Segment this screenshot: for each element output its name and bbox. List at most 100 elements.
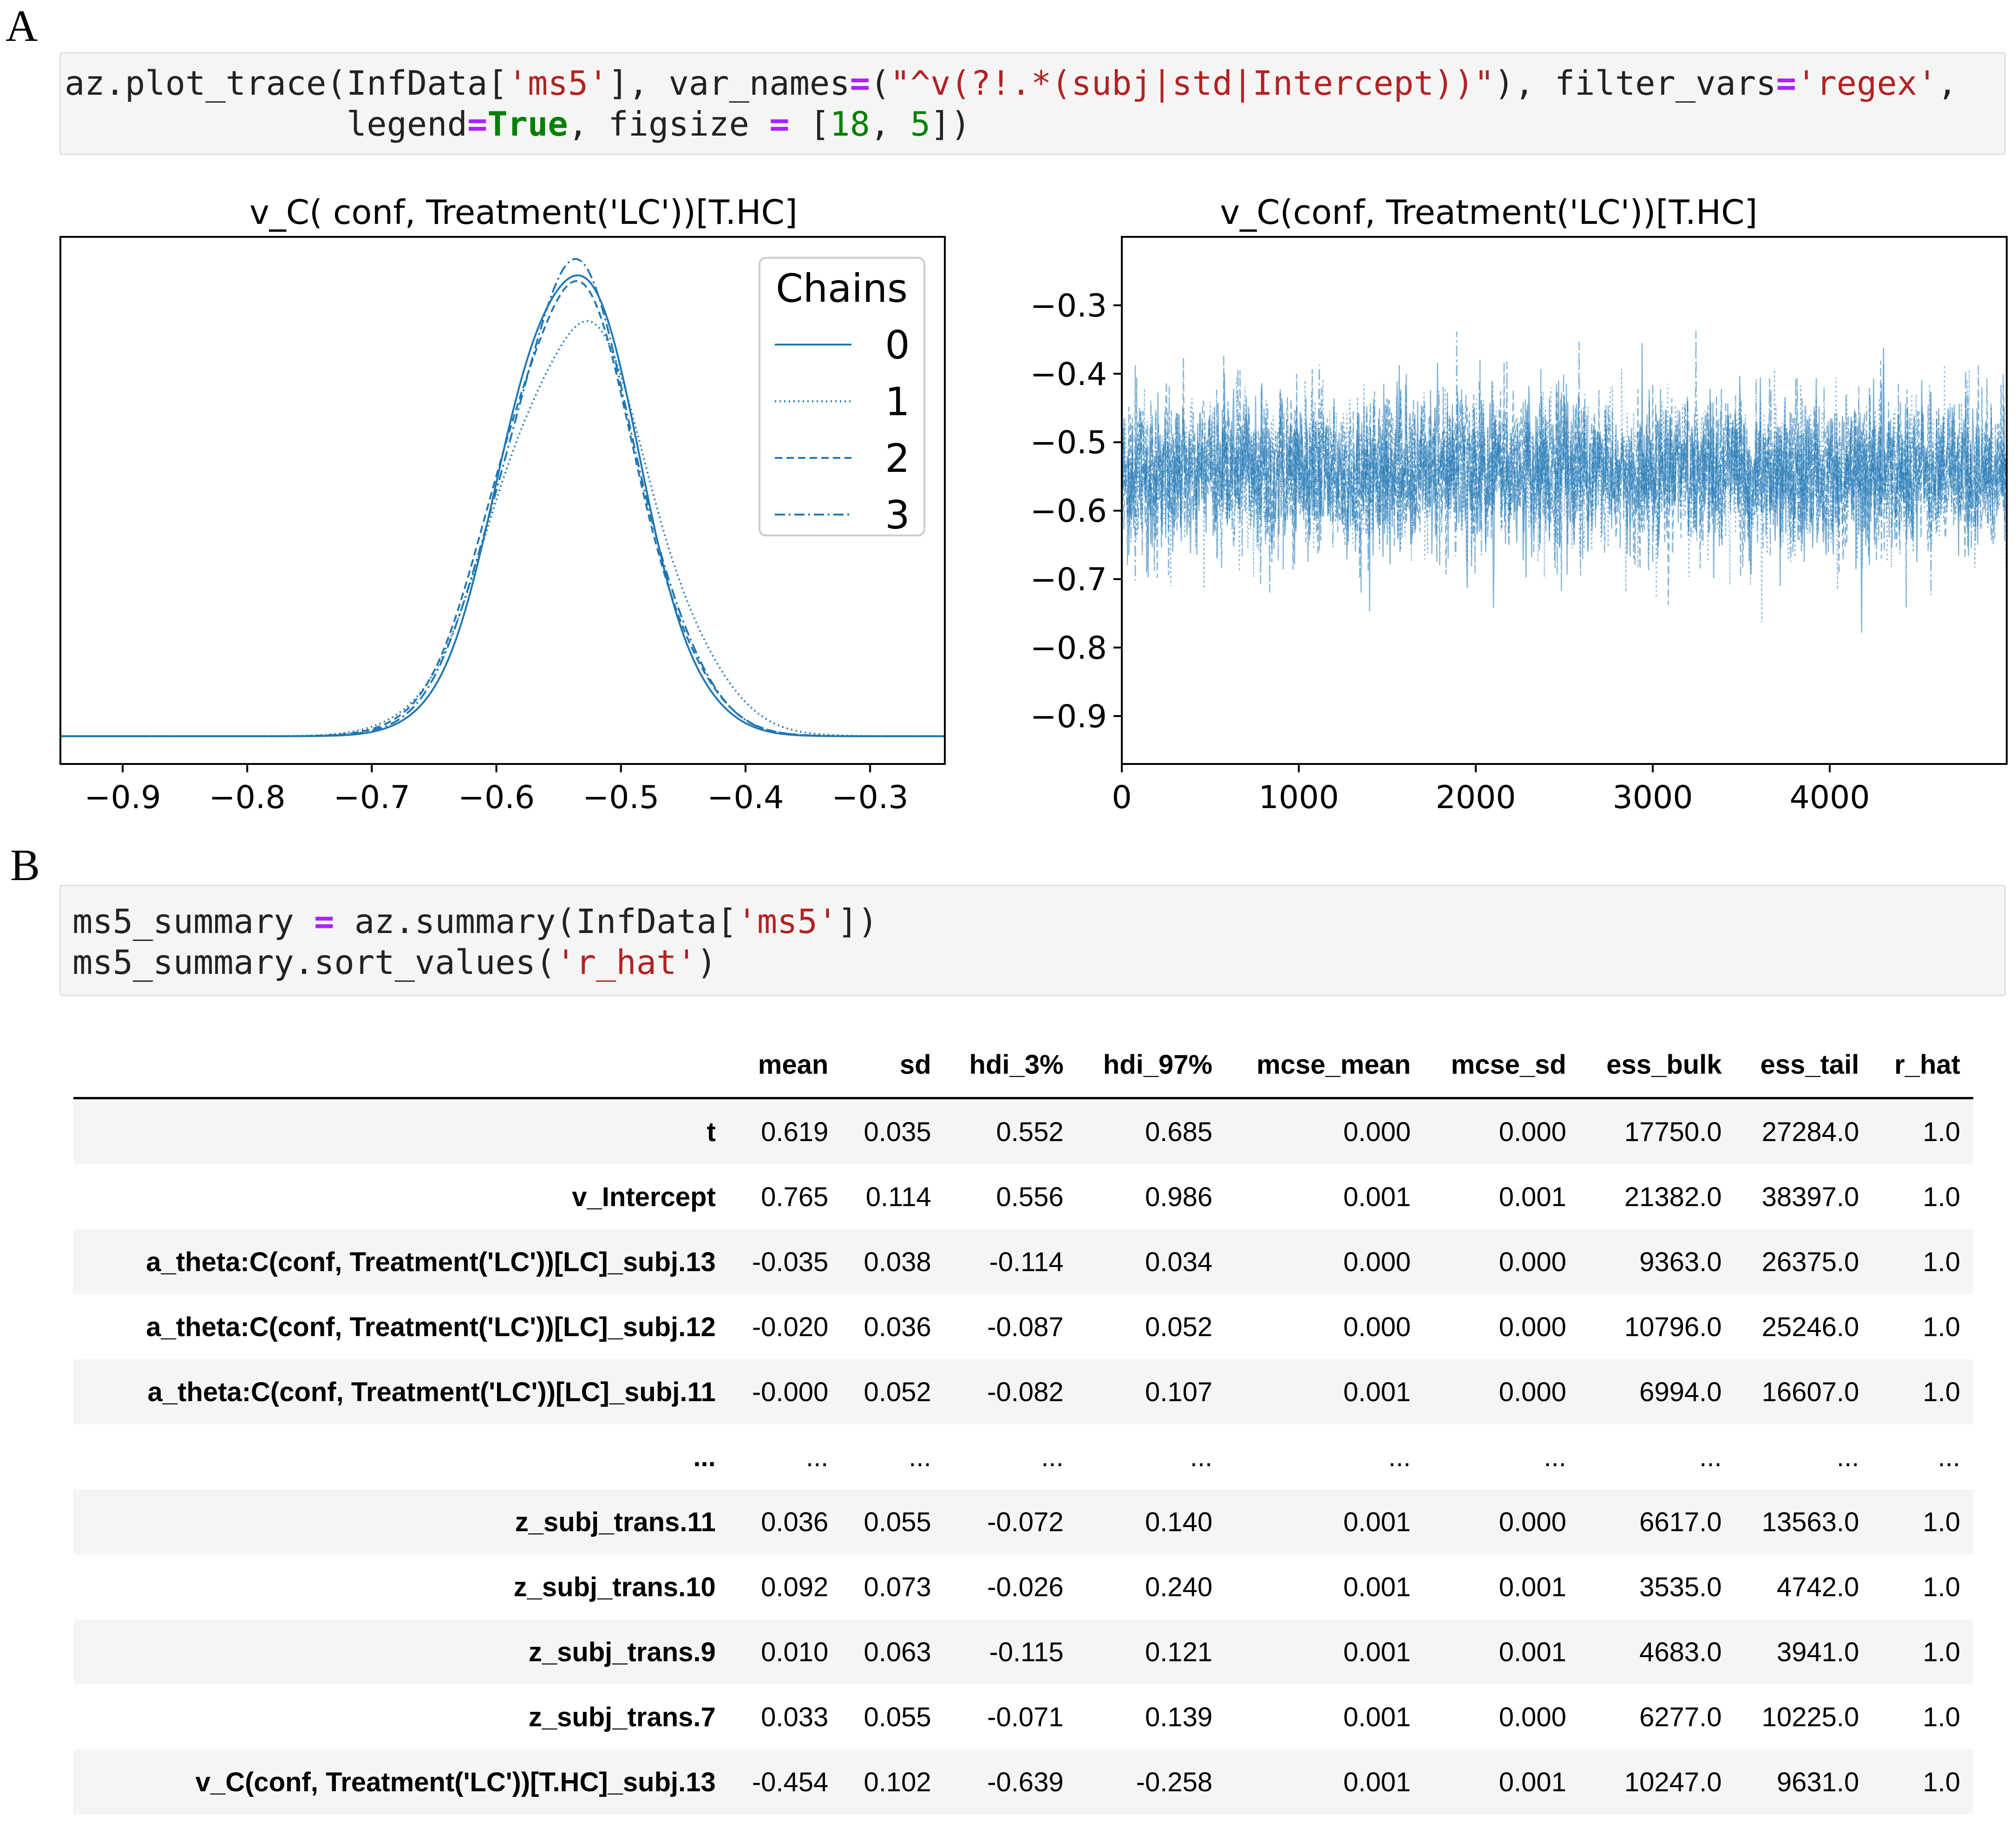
- cell-ess-bulk: 6617.0: [1579, 1489, 1735, 1554]
- cell-mean: 0.619: [728, 1098, 842, 1164]
- panel-a-label: A: [6, 1, 38, 51]
- kde-legend-label-chain-2: 2: [885, 436, 910, 481]
- cell-index: v_Intercept: [572, 1181, 716, 1212]
- trace-x-tick-label: 3000: [1612, 779, 1693, 816]
- kde-x-tick-label: −0.3: [832, 779, 909, 816]
- cell-hdi-97: 0.121: [1076, 1619, 1226, 1684]
- table-row: a_theta:C(conf, Treatment('LC'))[LC]_sub…: [73, 1229, 1973, 1294]
- cell-index: t: [73, 1098, 729, 1164]
- cell-mean: 0.010: [728, 1619, 842, 1684]
- kde-legend-title: Chains: [776, 266, 908, 311]
- cell-ess-bulk: 6994.0: [1579, 1359, 1735, 1424]
- cell-r-hat: 1.0: [1923, 1572, 1960, 1602]
- cell-hdi-97: 0.685: [1076, 1098, 1226, 1164]
- column-header-ess-bulk: ess_bulk: [1579, 1032, 1735, 1099]
- trace-y-tick-label: −0.9: [1030, 698, 1107, 735]
- trace-y-tick-label: −0.4: [1030, 356, 1107, 393]
- cell-hdi-3: -0.071: [987, 1702, 1064, 1732]
- trace-x-tick-label: 2000: [1435, 779, 1516, 816]
- cell-ess-tail: 16607.0: [1735, 1359, 1872, 1424]
- cell-hdi-3: -0.072: [944, 1489, 1077, 1554]
- kde-legend: Chains 0 1 2 3: [759, 257, 925, 538]
- cell-hdi-97: 0.986: [1145, 1181, 1213, 1212]
- code-cell-plot-trace[interactable]: az.plot_trace(InfData['ms5'], var_names=…: [59, 52, 2006, 155]
- cell-mcse-sd: 0.001: [1499, 1572, 1566, 1602]
- cell-r-hat: 1.0: [1872, 1359, 1973, 1424]
- cell-ess-tail: 4742.0: [1776, 1572, 1859, 1602]
- kde-x-tick-label: −0.6: [458, 779, 535, 816]
- cell-sd: 0.055: [841, 1489, 944, 1554]
- cell-r-hat: 1.0: [1872, 1619, 1973, 1684]
- trace-y-tick-label: −0.5: [1030, 424, 1107, 461]
- table-header-row: mean sd hdi_3% hdi_97% mcse_mean mcse_sd…: [73, 1032, 1973, 1099]
- cell-mcse-sd: 0.001: [1499, 1181, 1566, 1212]
- cell-ess-tail: 10225.0: [1761, 1702, 1859, 1732]
- trace-line-chain-3: [1121, 331, 2007, 595]
- cell-mcse-sd: 0.000: [1424, 1229, 1579, 1294]
- cell-hdi-3: -0.639: [944, 1749, 1077, 1814]
- cell-index: z_subj_trans.9: [73, 1619, 729, 1684]
- cell-mcse-mean: 0.001: [1343, 1181, 1411, 1212]
- code-line-1: ms5_summary = az.summary(InfData['ms5']): [72, 902, 878, 941]
- cell-mean: ...: [805, 1442, 829, 1472]
- column-header-hdi-97: hdi_97%: [1076, 1032, 1226, 1099]
- trace-line-chain-2: [1121, 355, 2007, 607]
- cell-r-hat: 1.0: [1872, 1749, 1973, 1814]
- cell-ess-tail: 38397.0: [1761, 1181, 1859, 1212]
- kde-curve-chain-2: [60, 280, 945, 738]
- cell-hdi-97: 0.139: [1145, 1702, 1213, 1732]
- trace-x-tick-label: 4000: [1789, 779, 1870, 816]
- table-row: a_theta:C(conf, Treatment('LC'))[LC]_sub…: [73, 1359, 1973, 1424]
- cell-index: a_theta:C(conf, Treatment('LC'))[LC]_sub…: [73, 1359, 729, 1424]
- cell-r-hat: ...: [1937, 1442, 1960, 1472]
- kde-title: v_C( conf, Treatment('LC'))[T.HC]: [249, 193, 798, 232]
- cell-mcse-sd: 0.000: [1499, 1312, 1566, 1342]
- cell-r-hat: 1.0: [1923, 1181, 1960, 1212]
- cell-hdi-3: -0.114: [944, 1229, 1077, 1294]
- cell-hdi-97: ...: [1190, 1442, 1213, 1472]
- cell-ess-bulk: 6277.0: [1639, 1702, 1722, 1732]
- column-header-sd: sd: [841, 1032, 944, 1099]
- cell-mcse-mean: 0.000: [1225, 1229, 1424, 1294]
- cell-sd: 0.055: [864, 1702, 931, 1732]
- cell-hdi-97: 0.140: [1076, 1489, 1226, 1554]
- cell-mean: 0.765: [761, 1181, 829, 1212]
- cell-hdi-3: -0.082: [944, 1359, 1077, 1424]
- trace-x-tick-label: 1000: [1258, 779, 1339, 816]
- cell-mean: 0.092: [761, 1572, 829, 1602]
- cell-sd: 0.102: [841, 1749, 944, 1814]
- cell-ess-tail: 27284.0: [1735, 1098, 1872, 1164]
- cell-hdi-3: -0.087: [987, 1312, 1064, 1342]
- cell-sd: 0.052: [841, 1359, 944, 1424]
- table-row: ..............................: [73, 1424, 1973, 1489]
- cell-r-hat: 1.0: [1872, 1489, 1973, 1554]
- kde-legend-box: [759, 257, 925, 536]
- cell-hdi-3: ...: [1041, 1442, 1064, 1472]
- column-header-index: [73, 1032, 729, 1099]
- cell-hdi-3: 0.556: [996, 1181, 1064, 1212]
- cell-index: a_theta:C(conf, Treatment('LC'))[LC]_sub…: [73, 1229, 729, 1294]
- cell-ess-bulk: 3535.0: [1639, 1572, 1722, 1602]
- cell-mcse-mean: 0.001: [1225, 1489, 1424, 1554]
- cell-ess-bulk: 9363.0: [1579, 1229, 1735, 1294]
- code-cell-summary[interactable]: ms5_summary = az.summary(InfData['ms5'])…: [59, 885, 2006, 996]
- column-header-hdi-3: hdi_3%: [944, 1032, 1077, 1099]
- cell-index: v_C(conf, Treatment('LC'))[T.HC]_subj.13: [73, 1749, 729, 1814]
- cell-mcse-sd: 0.001: [1424, 1749, 1579, 1814]
- cell-r-hat: 1.0: [1923, 1312, 1960, 1342]
- trace-y-tick-label: −0.3: [1030, 287, 1107, 324]
- cell-sd: ...: [909, 1442, 931, 1472]
- trace-y-tick-label: −0.7: [1030, 561, 1107, 598]
- cell-ess-bulk: 10247.0: [1579, 1749, 1735, 1814]
- cell-hdi-97: 0.107: [1076, 1359, 1226, 1424]
- cell-hdi-97: -0.258: [1076, 1749, 1226, 1814]
- cell-mcse-sd: 0.001: [1424, 1619, 1579, 1684]
- cell-hdi-3: 0.552: [944, 1098, 1077, 1164]
- cell-mean: 0.036: [728, 1489, 842, 1554]
- cell-ess-tail: 3941.0: [1735, 1619, 1872, 1684]
- table-row: z_subj_trans.9 0.010 0.063 -0.115 0.121 0.001…: [73, 1619, 1973, 1684]
- kde-x-tick-label: −0.9: [85, 779, 161, 816]
- code-line-1: az.plot_trace(InfData['ms5'], var_names=…: [65, 64, 1957, 103]
- cell-mcse-mean: 0.000: [1225, 1098, 1424, 1164]
- cell-mcse-mean: 0.001: [1225, 1359, 1424, 1424]
